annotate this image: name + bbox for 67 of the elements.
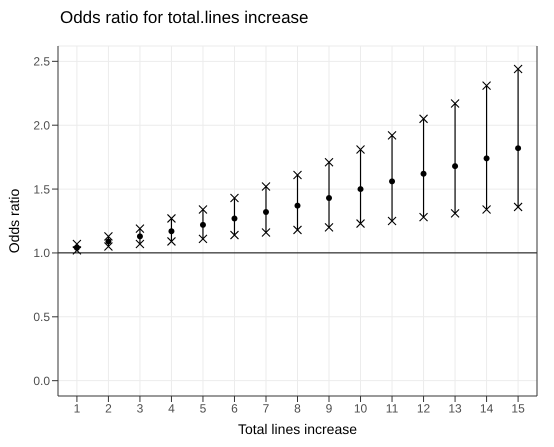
point (166, 214, 176, 223)
point (484, 155, 490, 162)
point (387, 130, 397, 140)
point (198, 234, 208, 244)
point (358, 186, 364, 192)
point (450, 208, 460, 218)
point (72, 239, 82, 249)
point (356, 144, 366, 154)
x-tick-label: 13 (448, 402, 462, 416)
point (326, 195, 332, 202)
x-tick-label: 4 (168, 402, 176, 416)
point (230, 193, 240, 203)
point (450, 98, 460, 108)
point (356, 219, 366, 228)
point (136, 233, 143, 240)
point (166, 236, 176, 246)
point (135, 239, 144, 249)
point (482, 204, 492, 214)
y-tick-label: 1.5 (33, 182, 50, 196)
point (200, 222, 206, 228)
point (230, 230, 240, 240)
point (514, 202, 523, 212)
point (324, 158, 334, 167)
chart-title: Odds ratio for total.lines increase (60, 8, 310, 28)
y-tick-label: 0.0 (33, 374, 50, 388)
x-tick-label: 11 (386, 402, 399, 416)
x-tick-label: 5 (200, 402, 207, 416)
y-tick-label: 2.5 (33, 54, 50, 69)
x-tick-label: 14 (480, 402, 494, 416)
point (514, 64, 523, 74)
point (198, 204, 208, 214)
point (419, 212, 428, 222)
x-tick-label: 12 (416, 402, 431, 416)
point (482, 81, 492, 90)
point (387, 216, 397, 226)
point (168, 228, 174, 234)
x-tick-label: 9 (326, 402, 333, 416)
x-tick-label: 7 (262, 402, 270, 416)
x-tick-label: 3 (136, 402, 144, 416)
x-tick-label: 2 (105, 402, 112, 416)
point (135, 224, 144, 234)
point (104, 242, 113, 252)
point (231, 215, 238, 222)
point (452, 163, 458, 170)
x-tick-label: 6 (231, 402, 238, 416)
point (419, 114, 428, 124)
y-tick-label: 2.0 (33, 118, 50, 132)
point (420, 170, 427, 177)
x-axis-title: Total lines increase (238, 421, 358, 437)
point (261, 228, 271, 238)
y-tick-label: 0.5 (33, 310, 50, 324)
x-tick-label: 8 (294, 402, 302, 416)
point (292, 170, 302, 180)
point (261, 182, 271, 192)
point (104, 232, 113, 241)
point (515, 145, 522, 152)
y-tick-label: 1.0 (33, 246, 50, 260)
point (292, 225, 302, 234)
point (262, 209, 269, 216)
point (324, 222, 334, 232)
point (294, 202, 300, 209)
x-tick-label: 10 (354, 402, 368, 416)
y-axis-title: Odds ratio (6, 188, 22, 254)
point (389, 178, 396, 184)
x-tick-label: 1 (74, 402, 81, 416)
x-tick-label: 15 (511, 402, 526, 416)
point (105, 238, 112, 244)
